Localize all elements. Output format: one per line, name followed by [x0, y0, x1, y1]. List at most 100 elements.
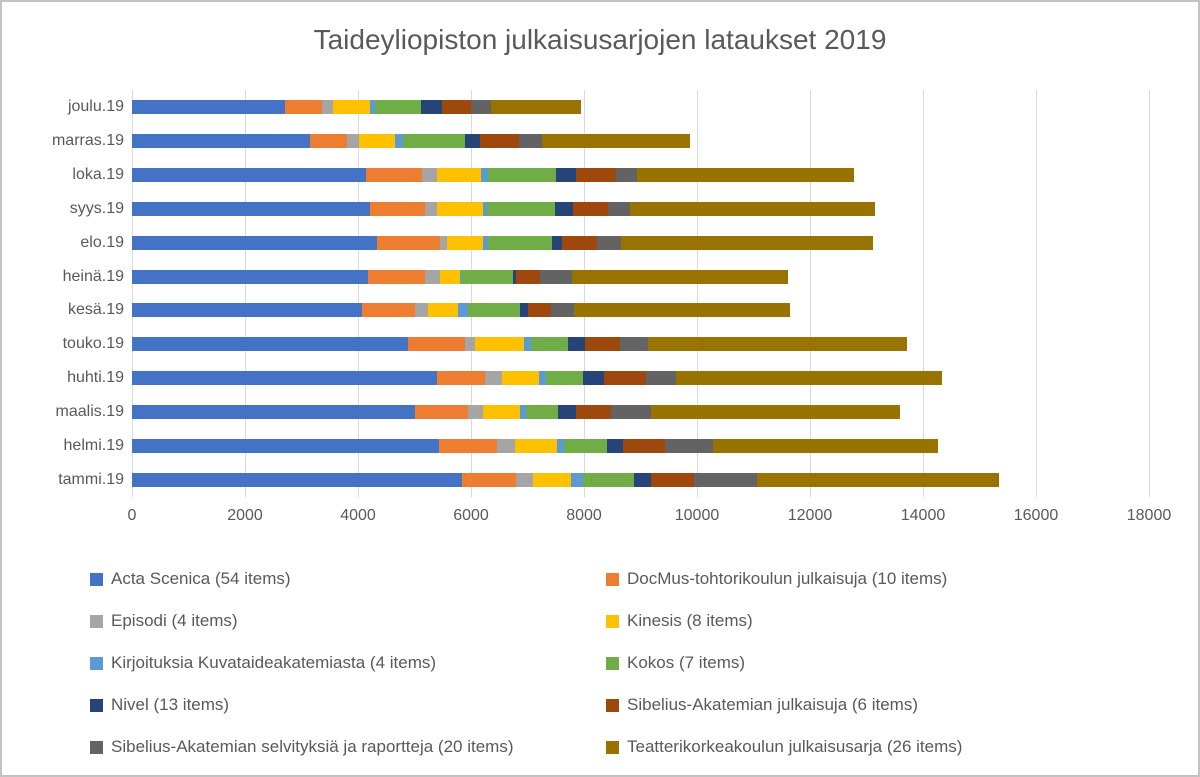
bar-segment: [604, 371, 647, 386]
bar-row-marras.19: [132, 133, 1149, 148]
bar-segment: [132, 269, 369, 284]
legend-swatch-icon: [90, 740, 103, 754]
gridline: [358, 90, 359, 497]
legend: Acta Scenica (54 items) DocMus-tohtorikou…: [90, 558, 1150, 768]
bar-segment: [481, 167, 489, 182]
bar-row-huhti.19: [132, 371, 1149, 386]
bar-segment: [651, 405, 900, 420]
y-axis-label: elo.19: [80, 233, 124, 251]
x-axis-label: 2000: [227, 507, 263, 524]
gridline: [697, 90, 698, 497]
bar-segment: [551, 235, 562, 250]
bar-segment: [347, 133, 359, 148]
bar-row-helmi.19: [132, 439, 1149, 454]
bar-segment: [483, 235, 489, 250]
bar-segment: [474, 337, 525, 352]
bar-segment: [422, 167, 438, 182]
y-axis-label: tammi.19: [58, 471, 124, 489]
legend-label: Kokos (7 items): [627, 653, 746, 672]
bar-segment: [573, 201, 609, 216]
bar-segment: [623, 439, 665, 454]
bar-segment: [563, 439, 607, 454]
gridline: [471, 90, 472, 497]
bar-segment: [606, 439, 624, 454]
legend-swatch-icon: [606, 698, 619, 712]
bar-segment: [490, 99, 581, 114]
bar-segment: [556, 167, 577, 182]
gridline: [584, 90, 585, 497]
bar-segment: [428, 303, 459, 318]
chart-title: Taideyliopiston julkaisusarjojen latauks…: [313, 24, 887, 55]
legend-swatch-icon: [606, 614, 619, 628]
bar-segment: [461, 269, 513, 284]
bar-segment: [132, 303, 362, 318]
legend-item: Kinesis (8 items): [606, 611, 1150, 631]
legend-label: Kinesis (8 items): [627, 611, 753, 630]
bar-segment: [650, 473, 695, 488]
bar-segment: [425, 201, 437, 216]
bar-segment: [527, 303, 551, 318]
y-axis-label: helmi.19: [63, 437, 124, 455]
bar-segment: [539, 371, 547, 386]
bar-segment: [557, 405, 577, 420]
legend-label: DocMus-tohtorikoulun julkaisuja (10 item…: [627, 569, 948, 588]
bar-segment: [572, 269, 788, 284]
bar-row-touko.19: [132, 337, 1149, 352]
bar-segment: [402, 133, 465, 148]
bar-segment: [470, 99, 491, 114]
bar-segment: [464, 337, 475, 352]
x-axis-label: 8000: [566, 507, 602, 524]
bar-row-maalis.19: [132, 405, 1149, 420]
bar-segment: [550, 303, 575, 318]
bar-row-heinä.19: [132, 269, 1149, 284]
bar-segment: [574, 303, 790, 318]
y-axis-label: syys.19: [69, 199, 124, 217]
plot-area: [132, 90, 1150, 497]
bar-segment: [496, 439, 516, 454]
bar-segment: [309, 133, 348, 148]
bar-segment: [519, 133, 543, 148]
bar-segment: [132, 201, 371, 216]
bar-segment: [368, 269, 426, 284]
bar-segment: [542, 133, 691, 148]
legend-item: Episodi (4 items): [90, 611, 606, 631]
legend-label: Kirjoituksia Kuvataideakatemiasta (4 ite…: [111, 653, 437, 672]
bar-row-kesä.19: [132, 303, 1149, 318]
x-axis-label: 6000: [453, 507, 489, 524]
bar-segment: [546, 371, 583, 386]
x-axis-label: 16000: [1013, 507, 1059, 524]
bar-segment: [596, 235, 622, 250]
bar-segment: [132, 405, 416, 420]
bar-segment: [376, 235, 440, 250]
bar-segment: [694, 473, 758, 488]
bar-segment: [533, 473, 572, 488]
gridline: [1149, 90, 1150, 497]
bar-segment: [366, 167, 423, 182]
legend-item: Kokos (7 items): [606, 653, 1150, 673]
bar-segment: [332, 99, 370, 114]
bar-segment: [571, 473, 583, 488]
legend-item: Acta Scenica (54 items): [90, 569, 606, 589]
legend-swatch-icon: [606, 656, 619, 670]
bar-segment: [637, 167, 855, 182]
bar-segment: [515, 473, 534, 488]
bar-segment: [619, 337, 648, 352]
bar-segment: [458, 303, 469, 318]
legend-swatch-icon: [90, 572, 103, 586]
bar-segment: [531, 337, 568, 352]
bar-segment: [132, 133, 310, 148]
legend-swatch-icon: [90, 614, 103, 628]
bar-segment: [482, 405, 520, 420]
gridline: [245, 90, 246, 497]
bar-segment: [468, 405, 483, 420]
legend-swatch-icon: [90, 698, 103, 712]
x-axis-label: 18000: [1126, 507, 1172, 524]
bar-segment: [395, 133, 403, 148]
bar-segment: [132, 167, 367, 182]
bar-segment: [439, 269, 460, 284]
x-axis-label: 14000: [900, 507, 946, 524]
bar-segment: [540, 269, 573, 284]
bar-segment: [554, 201, 574, 216]
bar-segment: [516, 269, 541, 284]
legend-label: Sibelius-Akatemian selvityksiä ja raport…: [111, 737, 514, 756]
